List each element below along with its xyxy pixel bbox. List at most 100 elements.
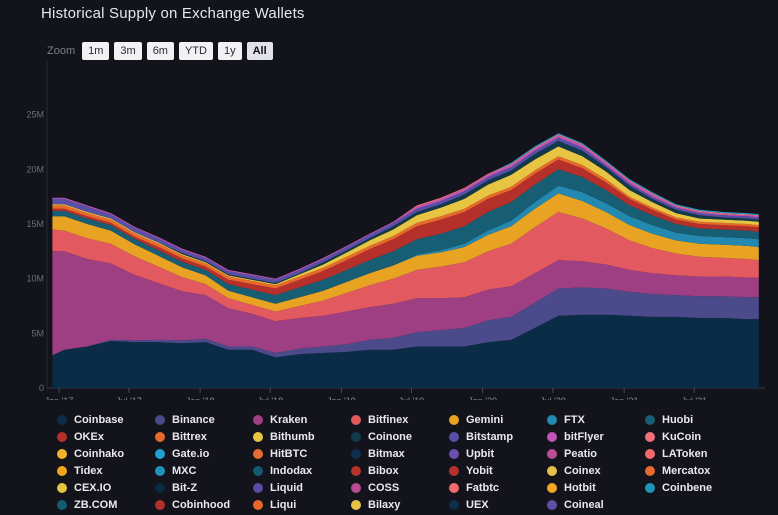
legend-item-peatio[interactable]: Peatio [547,446,645,461]
legend-label: HitBTC [270,447,308,460]
legend-dot-icon [57,465,67,476]
legend-item-coinbase[interactable]: Coinbase [57,412,155,427]
legend-dot-icon [449,414,459,425]
legend-dot-icon [449,482,459,493]
legend-dot-icon [253,431,263,442]
x-tick-label: Jan '20 [468,396,497,400]
legend-item-upbit[interactable]: Upbit [449,446,547,461]
legend-item-latoken[interactable]: LAToken [645,446,743,461]
legend-dot-icon [57,482,67,493]
legend-dot-icon [645,465,655,476]
legend-item-kucoin[interactable]: KuCoin [645,429,743,444]
zoom-all-button[interactable]: All [246,42,273,60]
legend-item-cobinhood[interactable]: Cobinhood [155,497,253,512]
legend-item-coinbene[interactable]: Coinbene [645,480,743,495]
legend-label: Bit-Z [172,481,198,494]
legend-dot-icon [253,499,263,510]
zoom-1y-button[interactable]: 1y [217,42,242,60]
legend-item-hitbtc[interactable]: HitBTC [253,446,351,461]
legend-item-bitmax[interactable]: Bitmax [351,446,449,461]
zoom-3m-button[interactable]: 3m [114,42,142,60]
legend-label: Peatio [564,447,598,460]
legend-item-coinhako[interactable]: Coinhako [57,446,155,461]
x-tick-label: Jul '20 [540,396,566,400]
legend-dot-icon [57,431,67,442]
legend-item-liquid[interactable]: Liquid [253,480,351,495]
legend-item-indodax[interactable]: Indodax [253,463,351,478]
zoom-ytd-button[interactable]: YTD [178,42,213,60]
legend-label: Bitstamp [466,430,514,443]
legend-dot-icon [449,465,459,476]
legend-item-ftx[interactable]: FTX [547,412,645,427]
legend-item-okex[interactable]: OKEx [57,429,155,444]
legend-label: Bilaxy [368,498,401,511]
legend-label: CEX.IO [74,481,112,494]
area-binance[interactable] [52,287,759,358]
legend-item-bithumb[interactable]: Bithumb [253,429,351,444]
legend-label: Coinhako [74,447,125,460]
legend-item-tidex[interactable]: Tidex [57,463,155,478]
legend-item-uex[interactable]: UEX [449,497,547,512]
legend-dot-icon [155,448,165,459]
legend-dot-icon [57,499,67,510]
legend-dot-icon [547,499,557,510]
legend-item-zb-com[interactable]: ZB.COM [57,497,155,512]
legend-item-bitfinex[interactable]: Bitfinex [351,412,449,427]
legend-label: Tidex [74,464,103,477]
legend-item-mxc[interactable]: MXC [155,463,253,478]
y-tick-label: 15M [26,219,44,229]
y-tick-label: 0 [39,383,44,393]
legend-item-hotbit[interactable]: Hotbit [547,480,645,495]
legend-item-binance[interactable]: Binance [155,412,253,427]
legend-item-gate-io[interactable]: Gate.io [155,446,253,461]
legend-item-bit-z[interactable]: Bit-Z [155,480,253,495]
area-coinbase[interactable] [52,314,759,388]
legend-item-bilaxy[interactable]: Bilaxy [351,497,449,512]
legend-item-coinone[interactable]: Coinone [351,429,449,444]
legend-label: Coinex [564,464,601,477]
legend-item-bittrex[interactable]: Bittrex [155,429,253,444]
zoom-1m-button[interactable]: 1m [82,42,110,60]
x-tick-label: Jul '18 [257,396,283,400]
legend-label: Cobinhood [172,498,231,511]
legend-item-bibox[interactable]: Bibox [351,463,449,478]
legend-label: Coinbene [662,481,713,494]
legend-label: Bitmax [368,447,405,460]
legend-label: Bibox [368,464,399,477]
legend-item-fatbtc[interactable]: Fatbtc [449,480,547,495]
legend-item-liqui[interactable]: Liqui [253,497,351,512]
legend-dot-icon [155,414,165,425]
area-bitfinex[interactable] [52,212,759,322]
legend-item-kraken[interactable]: Kraken [253,412,351,427]
legend-item-yobit[interactable]: Yobit [449,463,547,478]
legend-dot-icon [547,414,557,425]
legend-item-coss[interactable]: COSS [351,480,449,495]
legend-dot-icon [57,448,67,459]
legend-item-mercatox[interactable]: Mercatox [645,463,743,478]
legend-dot-icon [547,465,557,476]
legend-dot-icon [351,414,361,425]
legend-label: Liquid [270,481,303,494]
legend-item-bitstamp[interactable]: Bitstamp [449,429,547,444]
legend-item-cex-io[interactable]: CEX.IO [57,480,155,495]
legend-item-bitflyer[interactable]: bitFlyer [547,429,645,444]
zoom-label: Zoom [47,45,76,57]
zoom-6m-button[interactable]: 6m [146,42,174,60]
y-tick-label: 25M [26,110,44,120]
area-kraken[interactable] [52,251,759,356]
legend-dot-icon [253,448,263,459]
legend-label: COSS [368,481,400,494]
x-tick-label: Jul '21 [681,396,707,400]
legend-item-coinex[interactable]: Coinex [547,463,645,478]
legend-dot-icon [645,448,655,459]
x-tick-label: Jan '17 [45,396,74,400]
y-tick-label: 5M [31,328,44,338]
legend-item-huobi[interactable]: Huobi [645,412,743,427]
x-tick-label: Jul '17 [116,396,142,400]
legend-item-coineal[interactable]: Coineal [547,497,645,512]
x-tick-label: Jan '18 [186,396,215,400]
legend-dot-icon [351,482,361,493]
zoom-controls: Zoom 1m 3m 6m YTD 1y All [47,42,273,60]
legend-item-gemini[interactable]: Gemini [449,412,547,427]
legend-label: Fatbtc [466,481,499,494]
